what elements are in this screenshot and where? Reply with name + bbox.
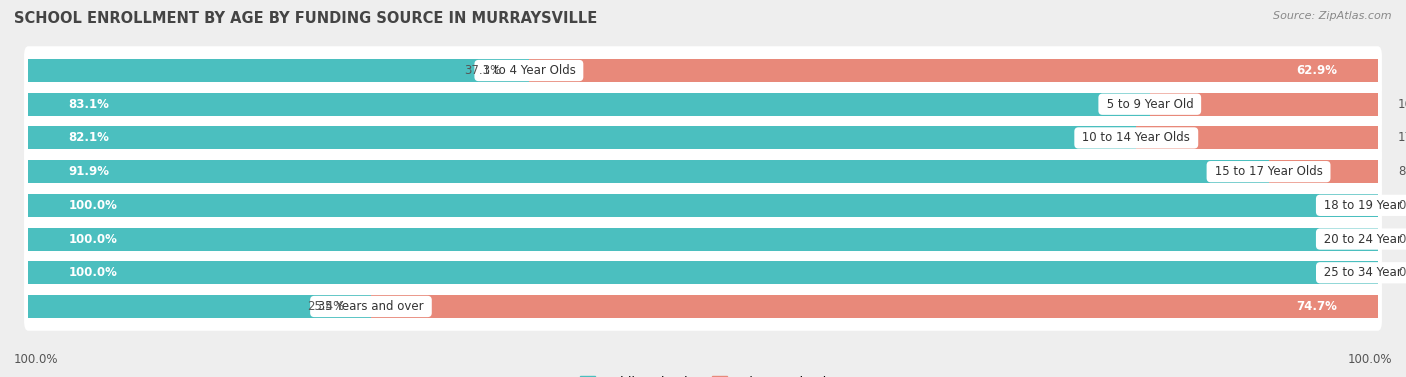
FancyBboxPatch shape (24, 215, 1382, 263)
FancyBboxPatch shape (24, 114, 1382, 162)
Bar (28, 261, 1378, 284)
Text: 37.1%: 37.1% (464, 64, 502, 77)
Text: SCHOOL ENROLLMENT BY AGE BY FUNDING SOURCE IN MURRAYSVILLE: SCHOOL ENROLLMENT BY AGE BY FUNDING SOUR… (14, 11, 598, 26)
Bar (1150, 93, 1378, 116)
Text: 10 to 14 Year Olds: 10 to 14 Year Olds (1078, 132, 1194, 144)
Text: 35 Years and over: 35 Years and over (315, 300, 427, 313)
Text: 100.0%: 100.0% (69, 233, 118, 245)
Bar (1378, 228, 1406, 251)
FancyBboxPatch shape (24, 46, 1382, 95)
FancyBboxPatch shape (24, 181, 1382, 230)
Bar (28, 228, 1378, 251)
Bar (1136, 126, 1378, 149)
Bar (1268, 160, 1378, 183)
Text: 20 to 24 Year Olds: 20 to 24 Year Olds (1320, 233, 1406, 245)
Text: 74.7%: 74.7% (1296, 300, 1337, 313)
Text: 83.1%: 83.1% (69, 98, 110, 111)
Bar (28, 59, 529, 82)
Text: 0.0%: 0.0% (1398, 266, 1406, 279)
Text: Source: ZipAtlas.com: Source: ZipAtlas.com (1274, 11, 1392, 21)
Text: 100.0%: 100.0% (1347, 353, 1392, 366)
Bar (28, 126, 1136, 149)
Text: 17.9%: 17.9% (1398, 132, 1406, 144)
FancyBboxPatch shape (24, 282, 1382, 331)
Text: 100.0%: 100.0% (69, 199, 118, 212)
FancyBboxPatch shape (24, 80, 1382, 129)
Legend: Public School, Private School: Public School, Private School (579, 375, 827, 377)
Text: 91.9%: 91.9% (69, 165, 110, 178)
Text: 15 to 17 Year Olds: 15 to 17 Year Olds (1211, 165, 1326, 178)
Text: 25 to 34 Year Olds: 25 to 34 Year Olds (1320, 266, 1406, 279)
Text: 0.0%: 0.0% (1398, 199, 1406, 212)
Text: 0.0%: 0.0% (1398, 233, 1406, 245)
Text: 100.0%: 100.0% (69, 266, 118, 279)
Text: 82.1%: 82.1% (69, 132, 110, 144)
Bar (529, 59, 1378, 82)
Bar (1378, 261, 1406, 284)
Text: 3 to 4 Year Olds: 3 to 4 Year Olds (478, 64, 579, 77)
Text: 8.1%: 8.1% (1398, 165, 1406, 178)
Bar (28, 160, 1268, 183)
Text: 18 to 19 Year Olds: 18 to 19 Year Olds (1320, 199, 1406, 212)
FancyBboxPatch shape (24, 248, 1382, 297)
Text: 100.0%: 100.0% (14, 353, 59, 366)
Text: 62.9%: 62.9% (1296, 64, 1337, 77)
Bar (28, 194, 1378, 217)
Bar (1378, 194, 1406, 217)
Text: 5 to 9 Year Old: 5 to 9 Year Old (1102, 98, 1197, 111)
Text: 16.9%: 16.9% (1398, 98, 1406, 111)
Text: 25.4%: 25.4% (307, 300, 344, 313)
Bar (371, 295, 1379, 318)
Bar (28, 295, 371, 318)
FancyBboxPatch shape (24, 147, 1382, 196)
Bar (28, 93, 1150, 116)
